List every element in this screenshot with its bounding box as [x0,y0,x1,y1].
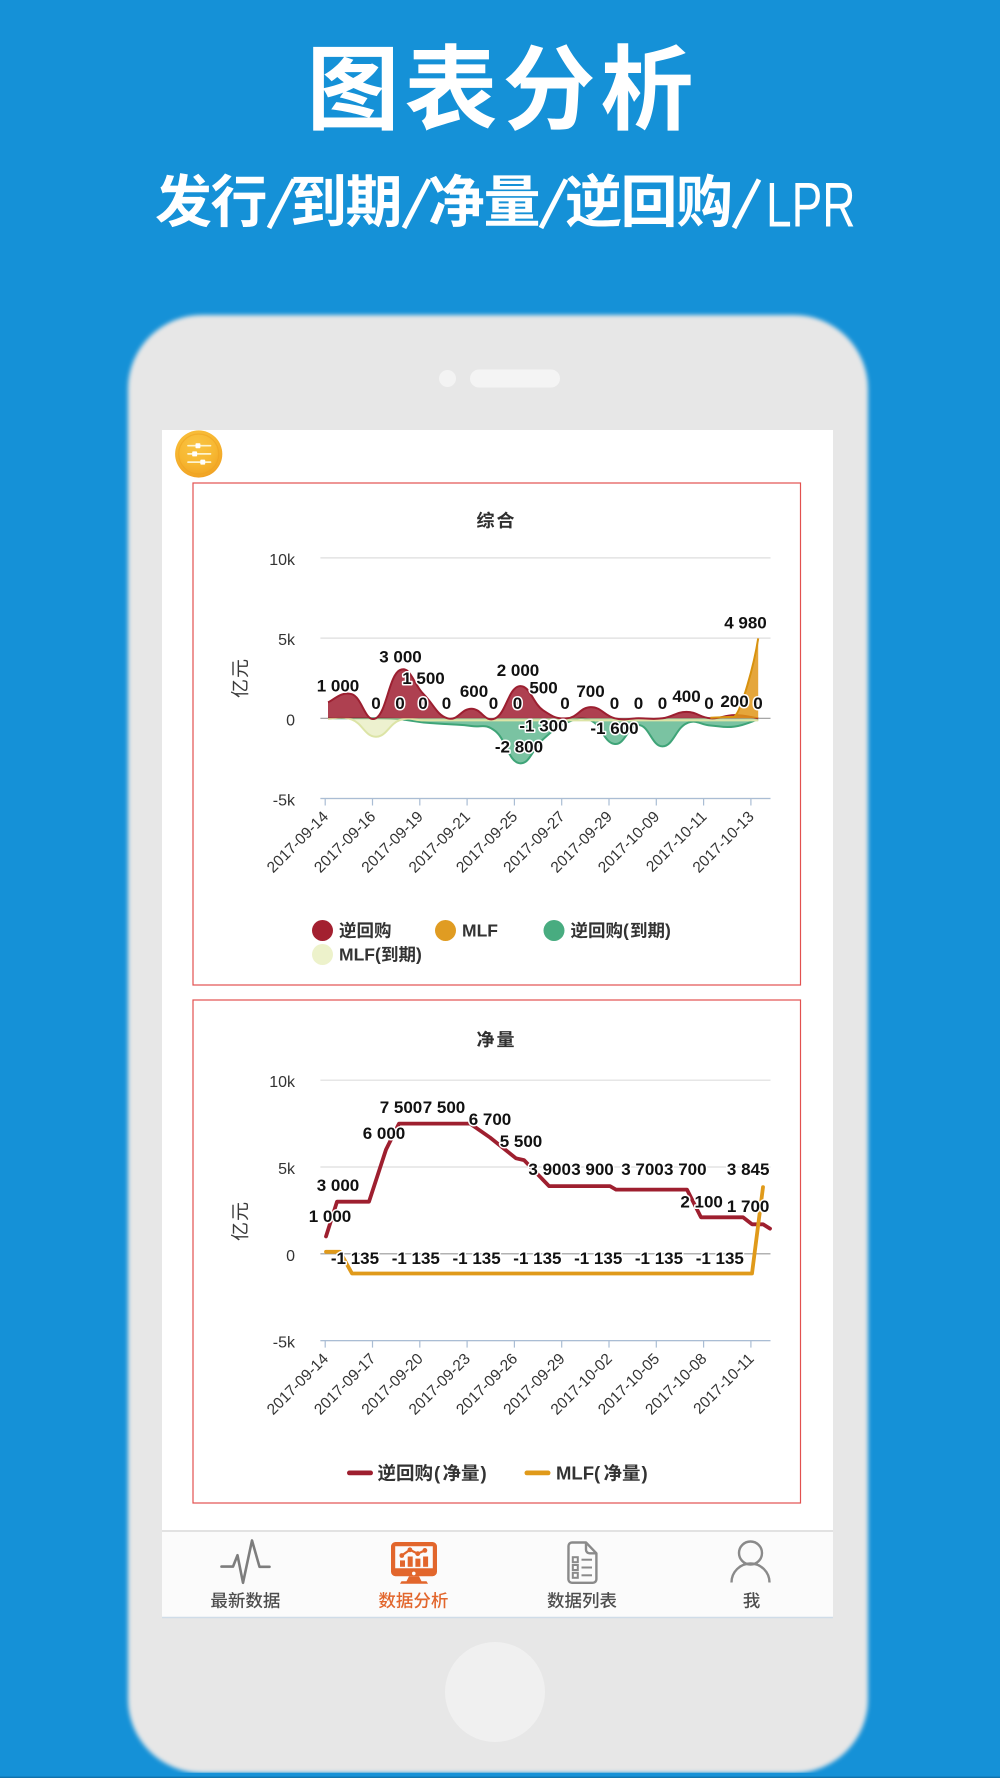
svg-text:500: 500 [529,679,557,698]
svg-text:5k: 5k [278,1161,296,1178]
svg-text:0: 0 [704,694,713,713]
svg-text:5 500: 5 500 [500,1132,543,1151]
svg-text:-2 800: -2 800 [495,738,543,757]
svg-text:0: 0 [560,694,569,713]
svg-text:0: 0 [489,694,498,713]
svg-text:MLF(: MLF( [339,945,381,965]
svg-text:3 845: 3 845 [727,1160,770,1179]
svg-text:-5k: -5k [273,793,296,810]
svg-text:2 000: 2 000 [497,661,540,680]
svg-text:): ) [642,1463,648,1484]
svg-text:700: 700 [576,682,604,701]
svg-text:(: ( [434,1463,441,1484]
svg-text:-1 135: -1 135 [696,1249,744,1268]
svg-text:-1 600: -1 600 [590,719,638,738]
svg-text:0: 0 [634,694,643,713]
svg-text:1 000: 1 000 [317,677,360,696]
svg-text:1 000: 1 000 [309,1207,352,1226]
svg-text:2 100: 2 100 [680,1193,723,1212]
svg-text:0: 0 [658,694,667,713]
svg-text:6 700: 6 700 [469,1110,512,1129]
svg-text:): ) [481,1463,487,1484]
svg-text:4 980: 4 980 [724,614,767,633]
svg-text:0: 0 [753,694,762,713]
svg-text:-5k: -5k [273,1335,296,1352]
svg-text:-1 135: -1 135 [392,1249,440,1268]
svg-text:MLF: MLF [462,921,498,941]
svg-text:0: 0 [610,694,619,713]
svg-text:0: 0 [371,694,380,713]
svg-text:400: 400 [672,687,700,706]
svg-text:-1 135: -1 135 [574,1249,622,1268]
svg-text:10k: 10k [269,552,296,569]
svg-text:5k: 5k [278,632,296,649]
svg-text:3 000: 3 000 [317,1176,360,1195]
svg-text:-1 135: -1 135 [513,1249,561,1268]
svg-text:0: 0 [286,1248,295,1265]
svg-text:1 500: 1 500 [402,669,445,688]
svg-text:6 000: 6 000 [363,1124,406,1143]
svg-text:7 500: 7 500 [380,1098,423,1117]
svg-text:600: 600 [460,682,488,701]
svg-text:0: 0 [395,694,404,713]
svg-text:0: 0 [513,694,522,713]
svg-text:): ) [416,945,422,965]
svg-text:(: ( [623,921,629,941]
svg-text:1 700: 1 700 [727,1197,770,1216]
svg-text:): ) [665,921,671,941]
svg-text:3 700: 3 700 [621,1160,664,1179]
svg-text:7 500: 7 500 [423,1098,466,1117]
svg-text:3 000: 3 000 [379,648,422,667]
svg-text:10k: 10k [269,1074,296,1091]
svg-text:LPR: LPR [766,169,855,240]
svg-text:0: 0 [418,694,427,713]
svg-text:0: 0 [286,712,295,729]
svg-text:0: 0 [442,694,451,713]
svg-text:3 700: 3 700 [664,1160,707,1179]
svg-text:MLF(: MLF( [556,1463,601,1484]
svg-text:3 900: 3 900 [528,1160,571,1179]
svg-text:-1 300: -1 300 [519,717,567,736]
svg-text:3 900: 3 900 [571,1160,614,1179]
svg-text:-1 135: -1 135 [635,1249,683,1268]
svg-text:-1 135: -1 135 [331,1249,379,1268]
svg-text:200: 200 [720,692,748,711]
svg-text:-1 135: -1 135 [452,1249,500,1268]
